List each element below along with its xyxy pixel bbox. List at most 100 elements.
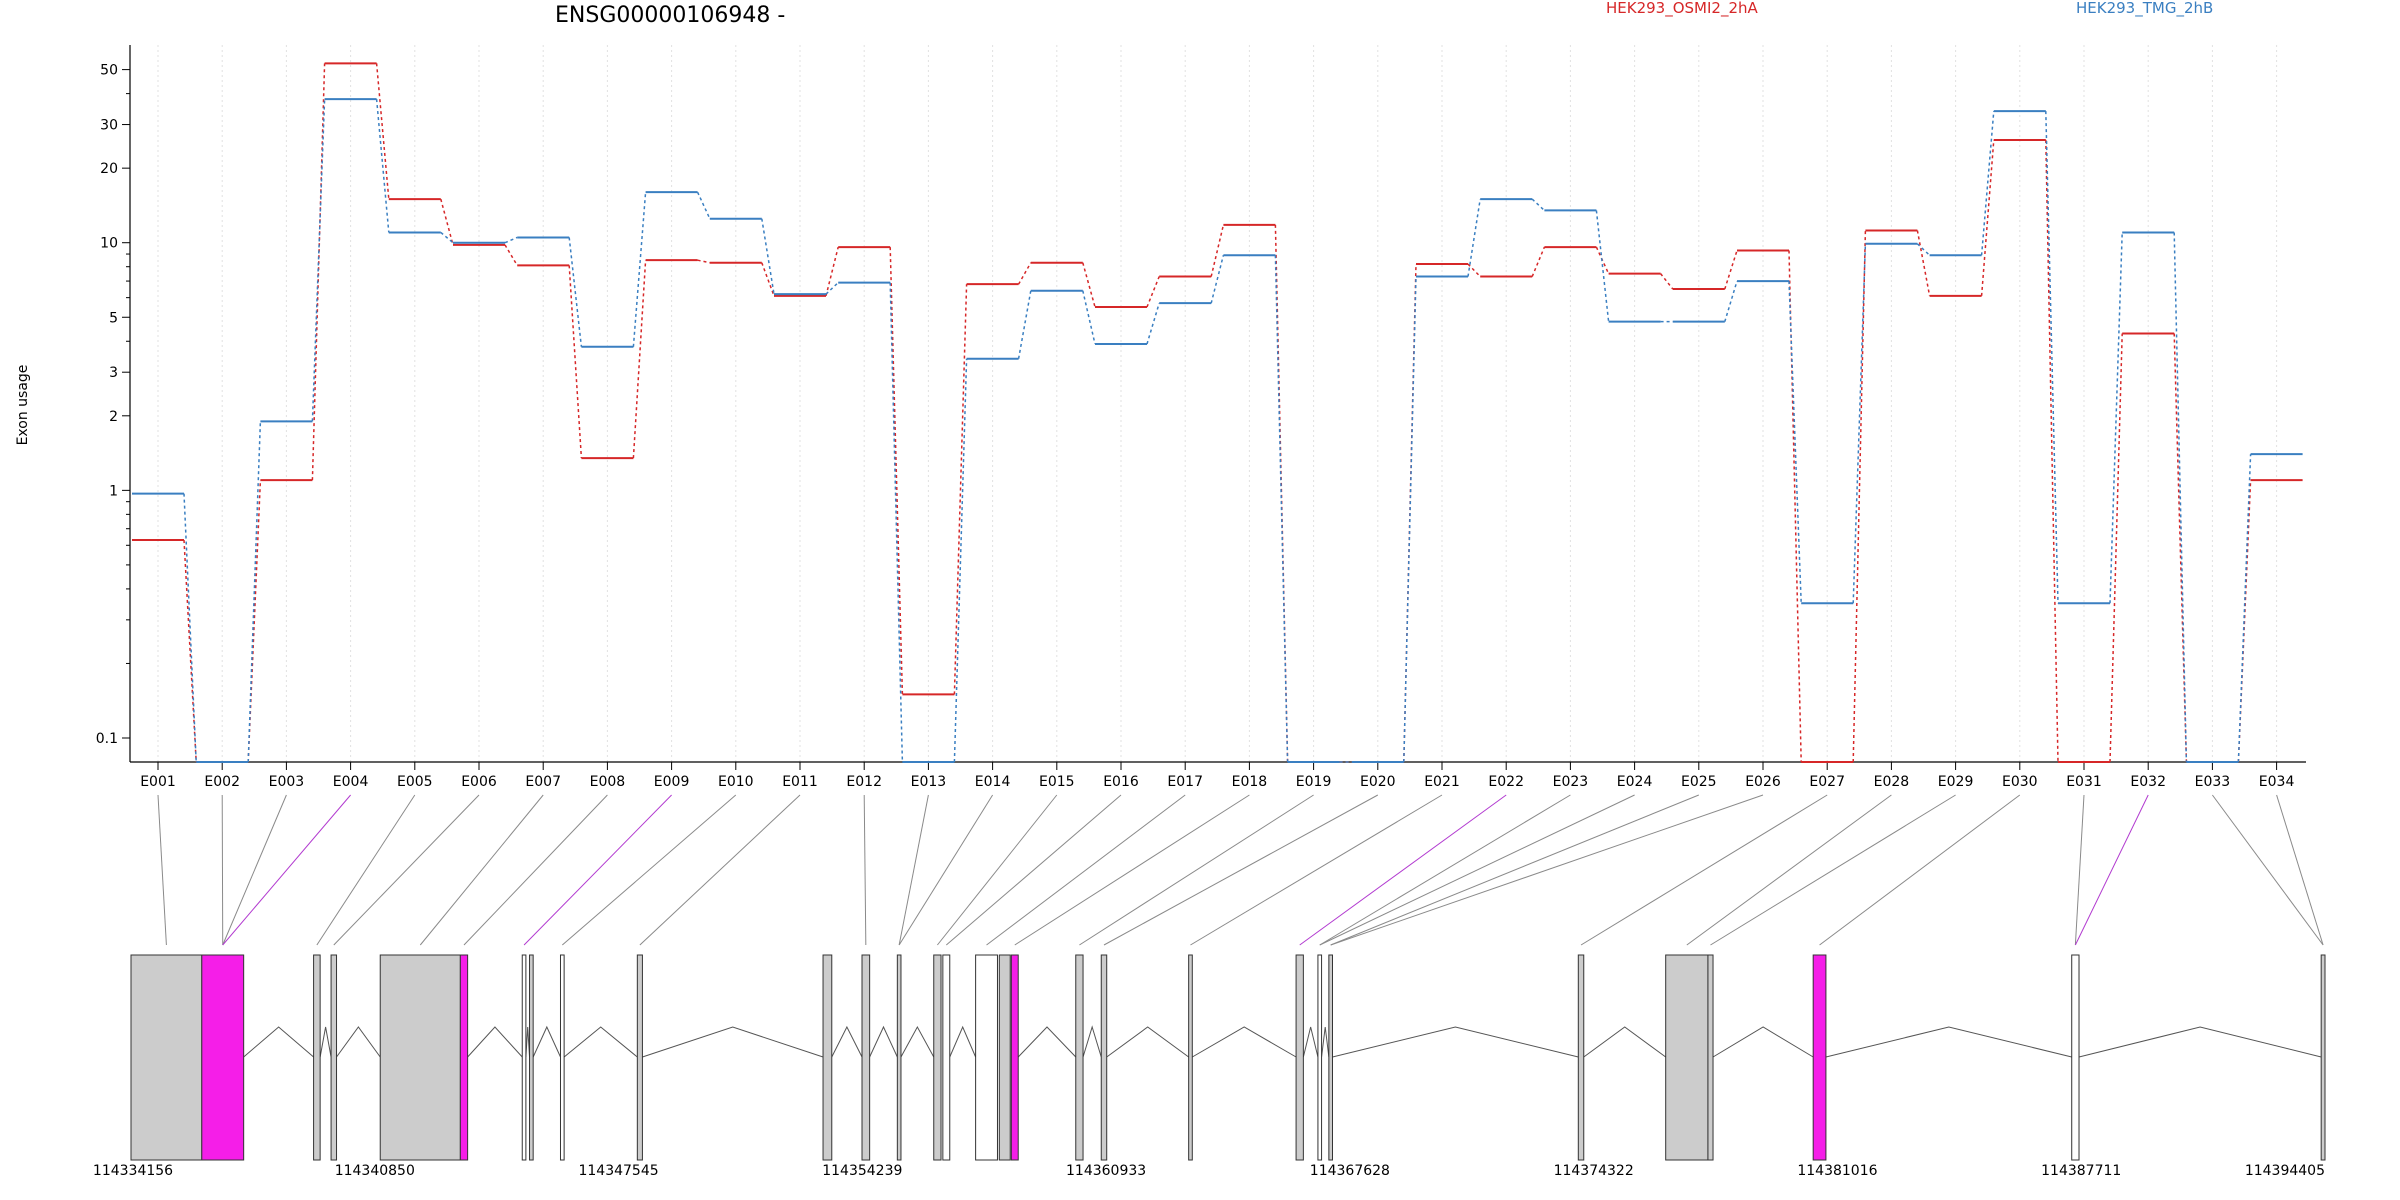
exon-link <box>639 794 801 946</box>
intron <box>467 1026 523 1058</box>
x-tick-label: E030 <box>2002 774 2038 790</box>
series-connector <box>1531 198 1545 211</box>
genomic-coordinate-label: 114354239 <box>822 1163 902 1179</box>
series-connector <box>696 191 711 220</box>
exon-link <box>1686 794 1892 946</box>
exon-link <box>523 794 672 946</box>
series-connector <box>2173 333 2188 763</box>
exon-link <box>561 794 737 946</box>
series-connector <box>2237 480 2252 763</box>
exon-link <box>222 794 351 946</box>
exon-box <box>1295 954 1304 1161</box>
intron <box>869 1025 898 1058</box>
series-connector <box>2173 232 2188 763</box>
x-tick-label: E001 <box>140 774 176 790</box>
exon-box <box>201 954 245 1161</box>
exon-link <box>1014 794 1250 946</box>
genomic-coordinate-label: 114394405 <box>2245 1163 2325 1179</box>
exon-box <box>1665 954 1709 1161</box>
gene-model <box>130 954 2326 1161</box>
series-1 <box>132 62 2303 763</box>
series-connector <box>504 236 518 244</box>
series-connector <box>2109 232 2123 604</box>
series-connector <box>440 231 454 244</box>
series-connector <box>1724 280 1738 322</box>
genomic-coordinate-labels: 114334156 114340850 114347545 114354239 1143… <box>93 1163 2325 1179</box>
exon-box <box>998 954 1011 1161</box>
legend-entry-tmg: HEK293_TMG_2hB <box>2076 0 2213 18</box>
series-connector <box>1403 276 1417 763</box>
intron <box>336 1026 381 1058</box>
series-connector <box>568 265 583 459</box>
y-axis: 0.1 1 2 3 5 10 20 30 50 <box>96 45 131 762</box>
intron <box>1192 1026 1297 1058</box>
intron <box>642 1026 824 1058</box>
x-tick-label: E021 <box>1424 774 1460 790</box>
exon-box <box>933 954 942 1161</box>
exon-link <box>463 794 608 946</box>
series-2 <box>132 98 2303 763</box>
series-connector <box>1788 281 1802 604</box>
x-tick-label: E002 <box>204 774 240 790</box>
series-connector <box>1660 273 1674 290</box>
series-connector <box>1017 290 1032 359</box>
series-connector <box>632 260 647 459</box>
series-connector <box>1531 246 1546 277</box>
x-tick-label: E025 <box>1681 774 1717 790</box>
intron <box>831 1025 863 1058</box>
exon-box <box>521 954 527 1161</box>
x-tick-label: E006 <box>461 774 497 790</box>
exon-box <box>379 954 461 1161</box>
gridlines <box>157 45 2278 762</box>
exon-link <box>1580 794 1828 946</box>
x-tick-label: E013 <box>911 774 947 790</box>
exon-box <box>313 954 321 1161</box>
exon-box <box>459 954 469 1161</box>
exon-link <box>157 794 167 946</box>
intron <box>1321 1026 1330 1058</box>
y-tick-label: 5 <box>109 310 118 326</box>
series-connector <box>247 480 262 763</box>
exon-link <box>1819 794 2021 946</box>
x-tick-label: E022 <box>1488 774 1524 790</box>
series-connector <box>375 63 390 200</box>
exon-box <box>942 954 951 1161</box>
exon-box <box>330 954 338 1161</box>
exon-link <box>1319 794 1571 946</box>
exon-box <box>1317 954 1323 1161</box>
exon-link <box>1079 794 1314 946</box>
series-connector <box>1146 302 1160 345</box>
series-connector <box>1916 243 1931 256</box>
genomic-coordinate-label: 114367628 <box>1310 1163 1390 1179</box>
x-tick-label: E019 <box>1296 774 1332 790</box>
x-tick-label: E014 <box>975 774 1011 790</box>
intron <box>2078 1026 2322 1058</box>
exon-link <box>898 794 994 946</box>
exon-link <box>316 794 416 946</box>
exon-link <box>1319 794 1635 946</box>
series-connector <box>183 493 197 763</box>
intron <box>532 1025 561 1058</box>
chart-title: ENSG00000106948 - <box>555 3 785 28</box>
genomic-coordinate-label: 114360933 <box>1066 1163 1146 1179</box>
y-tick-label: 10 <box>100 236 118 252</box>
x-tick-label: E023 <box>1553 774 1589 790</box>
series-connector <box>183 540 197 763</box>
series-connector <box>1595 210 1610 322</box>
intron <box>525 1026 531 1058</box>
exon-box <box>1707 954 1714 1161</box>
intron <box>949 1025 977 1058</box>
series-connector <box>825 246 839 297</box>
series-connector <box>1788 250 1802 763</box>
exon-box <box>559 954 565 1161</box>
x-tick-label: E033 <box>2195 774 2231 790</box>
series-connector <box>2237 454 2252 763</box>
series-connector <box>825 282 839 295</box>
intron <box>1017 1026 1077 1058</box>
x-axis: E001 E002 E003 E004 E005 E006 E007 E008 E009 E010… <box>130 761 2306 790</box>
exon-box <box>896 954 902 1161</box>
series-connector <box>953 358 968 763</box>
x-tick-label: E003 <box>269 774 305 790</box>
series-connector <box>1146 276 1160 308</box>
